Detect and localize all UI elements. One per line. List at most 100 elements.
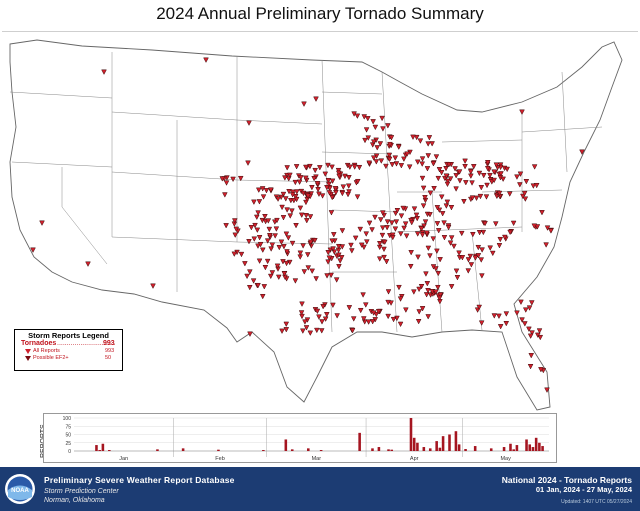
tornado-report-marker bbox=[377, 141, 384, 147]
tornado-report-marker bbox=[507, 229, 513, 236]
tornado-report-marker bbox=[419, 232, 426, 238]
tornado-report-marker bbox=[301, 101, 307, 107]
tornado-report-marker bbox=[223, 223, 229, 229]
tornado-report-marker bbox=[522, 321, 528, 327]
state-line-ut-co bbox=[111, 171, 238, 181]
tornado-report-marker bbox=[456, 169, 463, 175]
tornado-report-marker bbox=[292, 278, 299, 284]
tornado-report-marker bbox=[349, 248, 355, 254]
tornado-report-marker bbox=[476, 170, 483, 177]
tornado-report-marker bbox=[272, 233, 279, 239]
tornado-report-marker bbox=[292, 194, 299, 200]
state-line-wa-or bbox=[9, 91, 113, 99]
tornado-report-marker bbox=[531, 223, 538, 229]
tornado-report-marker bbox=[231, 251, 238, 257]
tornado-report-marker bbox=[361, 244, 367, 251]
map-title: 2024 Annual Preliminary Tornado Summary bbox=[156, 4, 484, 23]
tornado-report-marker bbox=[222, 192, 228, 198]
storm-reports-legend: Storm Reports Legend Tornadoes .........… bbox=[14, 329, 123, 371]
tornado-report-marker bbox=[370, 119, 376, 125]
tornado-report-marker bbox=[303, 325, 310, 331]
tornado-report-marker bbox=[250, 278, 257, 284]
chart-bar bbox=[438, 447, 442, 451]
tornado-report-marker bbox=[274, 217, 280, 224]
tornado-report-marker bbox=[536, 328, 543, 334]
tornado-report-marker bbox=[530, 183, 537, 189]
tornado-report-marker bbox=[520, 193, 526, 200]
state-line-mississippi bbox=[381, 71, 398, 333]
tornado-report-marker bbox=[289, 192, 296, 198]
legend-possible-ef2-value: 50 bbox=[105, 355, 112, 361]
possible-ef2-triangle-icon bbox=[25, 356, 31, 361]
tornado-report-marker bbox=[444, 199, 451, 206]
tornado-report-marker bbox=[265, 218, 272, 224]
tornado-report-marker bbox=[251, 199, 257, 205]
tornado-report-marker bbox=[266, 232, 273, 239]
tornado-report-marker bbox=[320, 304, 326, 310]
chart-bar bbox=[371, 448, 374, 451]
tornado-report-marker bbox=[422, 219, 429, 225]
tornado-report-marker bbox=[267, 273, 274, 280]
tornado-report-marker bbox=[302, 319, 308, 325]
tornado-report-marker bbox=[379, 115, 385, 122]
chart-bar bbox=[416, 442, 419, 451]
tornado-report-marker bbox=[443, 203, 450, 209]
tornado-report-marker bbox=[478, 257, 485, 263]
chart-bar bbox=[538, 442, 541, 451]
tornado-report-marker bbox=[266, 226, 273, 233]
tornado-report-marker bbox=[297, 205, 304, 212]
tornado-report-marker bbox=[522, 307, 529, 313]
tornado-report-marker bbox=[366, 220, 373, 227]
tornado-report-marker bbox=[85, 261, 91, 267]
tornado-report-marker bbox=[514, 174, 520, 180]
noaa-logo-icon: NOAA bbox=[5, 474, 35, 504]
tornado-report-marker bbox=[372, 214, 378, 221]
tornado-report-marker bbox=[283, 327, 290, 333]
chart-bar bbox=[509, 443, 512, 451]
tornado-report-marker bbox=[282, 175, 288, 181]
tornado-report-marker bbox=[448, 205, 455, 211]
tornado-report-marker bbox=[219, 176, 226, 182]
tornado-report-marker bbox=[330, 246, 336, 252]
tornado-report-marker bbox=[491, 169, 497, 175]
tornado-report-marker bbox=[394, 208, 401, 214]
tornado-report-marker bbox=[381, 239, 388, 246]
tornado-report-marker bbox=[324, 273, 330, 279]
tornado-report-marker bbox=[384, 219, 391, 225]
tornado-report-marker bbox=[301, 269, 308, 275]
tornado-report-marker bbox=[256, 235, 263, 241]
tornado-report-marker bbox=[430, 236, 437, 242]
tornado-report-marker bbox=[333, 277, 340, 283]
tornado-report-marker bbox=[316, 191, 322, 198]
tornado-report-marker bbox=[362, 302, 369, 308]
tornado-report-marker bbox=[461, 199, 467, 205]
tornado-report-marker bbox=[372, 124, 379, 131]
tornado-report-marker bbox=[309, 184, 315, 191]
tornado-report-marker bbox=[385, 299, 391, 306]
chart-bar bbox=[534, 437, 538, 451]
tornado-report-marker bbox=[381, 246, 387, 253]
tornado-report-marker bbox=[447, 176, 454, 182]
tornado-report-marker bbox=[349, 328, 356, 334]
tornado-report-marker bbox=[233, 226, 240, 233]
tornado-report-marker bbox=[279, 204, 285, 211]
tornado-report-marker bbox=[400, 205, 407, 212]
tornado-report-marker bbox=[255, 210, 261, 216]
tornado-report-marker bbox=[326, 181, 332, 188]
tornado-report-marker bbox=[223, 180, 230, 186]
tornado-report-marker bbox=[284, 207, 290, 213]
tornado-report-marker bbox=[397, 231, 404, 237]
tornado-report-marker bbox=[416, 286, 422, 293]
tornado-report-marker bbox=[475, 244, 482, 251]
legend-tornadoes-value: 993 bbox=[103, 340, 115, 347]
chart-bar bbox=[319, 450, 323, 451]
tornado-report-marker bbox=[479, 247, 485, 253]
tornado-report-marker bbox=[482, 220, 488, 227]
tornado-report-marker bbox=[303, 218, 310, 224]
tornado-report-marker bbox=[473, 195, 480, 202]
tornado-report-marker bbox=[296, 179, 303, 186]
tornado-report-marker bbox=[438, 170, 445, 176]
tornado-report-marker bbox=[425, 245, 432, 252]
state-line-ok-tx bbox=[236, 241, 333, 245]
tornado-report-marker bbox=[257, 241, 264, 248]
